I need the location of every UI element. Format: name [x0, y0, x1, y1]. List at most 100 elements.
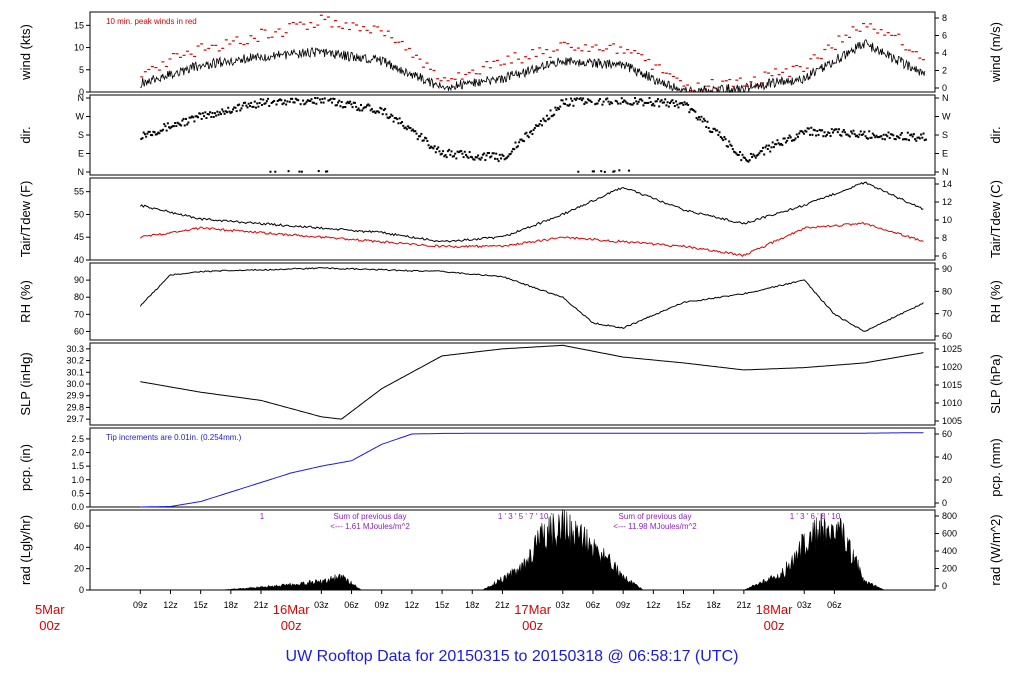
dir-point [582, 97, 585, 100]
dir-point [839, 133, 842, 136]
y-tick-label-right: 90 [942, 264, 952, 274]
wind-peak-mark [446, 80, 450, 82]
dir-point [460, 149, 463, 152]
wind-peak-mark [573, 49, 577, 51]
wind-peak-mark [795, 64, 799, 67]
wind-peak-mark [872, 28, 876, 30]
dir-point [809, 133, 812, 136]
dir-point [233, 106, 236, 109]
wind-peak-mark [717, 86, 721, 88]
wind-peak-mark [647, 58, 651, 61]
dir-point [222, 110, 225, 113]
y-tick-label-right: 6 [942, 31, 947, 41]
wind-peak-mark [696, 82, 700, 84]
panel-slp [89, 342, 936, 426]
dir-point [565, 98, 568, 101]
wind-peak-mark [171, 52, 175, 55]
dir-point [584, 101, 587, 104]
wind-peak-mark [210, 44, 214, 46]
dir-point [746, 159, 749, 162]
wind-peak-mark [235, 36, 239, 38]
dir-point [530, 130, 533, 133]
radiation-annotation: Sum of previous day [619, 512, 692, 521]
wind-peak-mark [513, 52, 517, 54]
wind-peak-mark [478, 73, 482, 75]
radiation-annotation: 1 ' 3 ' 5 ' 7 ' 10 ' [498, 512, 553, 521]
dir-point [714, 129, 717, 132]
dir-point [302, 99, 305, 102]
dir-point [539, 119, 542, 122]
wind-peak-mark [168, 58, 172, 60]
wind-peak-mark [527, 58, 531, 60]
x-tick-label: 21z [254, 600, 269, 610]
dir-point [876, 136, 879, 139]
wind-peak-mark [147, 68, 151, 71]
dir-point [487, 151, 490, 154]
y-tick-label-right: 1015 [942, 380, 962, 390]
dir-point [489, 156, 492, 159]
y-axis-label-right: SLP (hPa) [988, 354, 1003, 414]
wind-peak-mark [228, 43, 232, 45]
dir-point [483, 152, 486, 155]
wind-peak-mark [721, 80, 725, 82]
y-tick-label-left: 55 [74, 187, 84, 197]
wind-peak-mark [826, 44, 830, 46]
dir-point [276, 99, 279, 102]
wind-peak-mark [590, 46, 594, 48]
wind-peak-mark [819, 57, 823, 60]
wind-peak-mark [379, 30, 383, 32]
dir-point [592, 170, 595, 173]
y-tick-label-right: 2 [942, 66, 947, 76]
wind-peak-mark [781, 71, 785, 73]
dir-point [358, 109, 361, 112]
dir-point [904, 138, 907, 141]
radiation-annotation: <--- 11.98 MJoules/m^2 [613, 522, 697, 531]
wind-peak-mark [668, 73, 672, 75]
dir-point [141, 137, 144, 140]
dir-point [678, 102, 681, 105]
dir-point [200, 117, 203, 120]
dir-point [376, 110, 379, 113]
dir-point [403, 127, 406, 130]
dir-point [877, 136, 880, 139]
wind-peak-mark [689, 89, 693, 92]
wind-peak-mark [812, 54, 816, 56]
dir-point [217, 113, 220, 116]
y-tick-label-right: 600 [942, 529, 957, 539]
dir-point [735, 152, 738, 155]
wind-peak-mark [883, 34, 887, 36]
dir-point [181, 119, 184, 122]
dir-point [868, 130, 871, 133]
dir-point [566, 104, 569, 107]
wind-peak-mark [400, 40, 404, 43]
dir-point [589, 99, 592, 102]
dir-point [285, 103, 288, 106]
dir-point [211, 111, 214, 114]
panel-annotation: Tip increments are 0.01in. (0.254mm.) [106, 433, 242, 442]
dir-point [151, 134, 154, 137]
dir-point [445, 156, 448, 159]
dir-point [684, 103, 687, 106]
dir-point [810, 126, 813, 129]
y-axis-label-right: dir. [988, 126, 1003, 143]
y-tick-label-left: 30.3 [66, 344, 84, 354]
wind-peak-mark [323, 18, 327, 21]
dir-point [366, 104, 369, 107]
dir-point [611, 102, 614, 105]
dir-point [577, 170, 580, 173]
dir-point [640, 98, 643, 101]
dir-point [870, 136, 873, 139]
dir-point [911, 135, 914, 138]
dir-point [391, 114, 394, 117]
dir-point [198, 112, 201, 115]
wind-peak-mark [858, 30, 862, 32]
dir-point [349, 100, 352, 103]
dir-point [549, 109, 552, 112]
wind-peak-mark [200, 43, 204, 45]
dir-point [256, 102, 259, 105]
dir-point [484, 159, 487, 162]
wind-peak-mark [365, 29, 369, 31]
wind-peak-mark [383, 35, 387, 37]
dir-point [378, 111, 381, 114]
x-tick-label: 21z [737, 600, 752, 610]
